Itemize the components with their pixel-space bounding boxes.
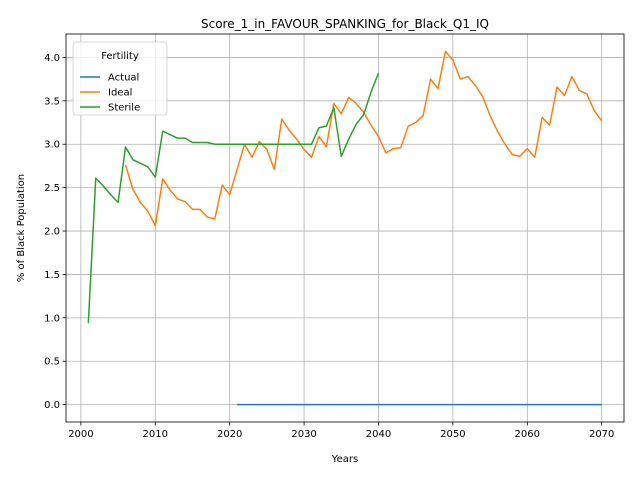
x-axis-ticks: 2000 2010 2020 2030 2040 2050 2060 2070	[68, 422, 614, 440]
y-tick-label: 4.0	[44, 53, 60, 64]
grid	[66, 34, 624, 422]
legend-label-ideal: Ideal	[108, 88, 132, 99]
x-tick-label: 2040	[366, 429, 391, 440]
y-tick-label: 1.0	[44, 313, 60, 324]
x-axis-label: Years	[331, 454, 358, 465]
x-tick-label: 2010	[143, 429, 168, 440]
x-tick-label: 2030	[291, 429, 316, 440]
y-tick-label: 3.0	[44, 140, 60, 151]
y-axis-ticks: 0.0 0.5 1.0 1.5 2.0 2.5 3.0 3.5 4.0	[44, 53, 66, 411]
legend-label-actual: Actual	[108, 73, 139, 84]
x-tick-label: 2070	[589, 429, 614, 440]
legend-title: Fertility	[101, 51, 139, 62]
y-axis-label: % of Black Population	[16, 174, 27, 282]
y-tick-label: 1.5	[44, 270, 60, 281]
chart-title: Score_1_in_FAVOUR_SPANKING_for_Black_Q1_…	[201, 17, 489, 31]
legend-label-sterile: Sterile	[108, 103, 140, 114]
legend-entries: Actual Ideal Sterile	[80, 73, 140, 114]
series-line-ideal	[124, 50, 603, 227]
plot-lines	[87, 50, 603, 406]
legend-box	[72, 41, 168, 116]
x-tick-label: 2060	[515, 429, 540, 440]
x-tick-label: 2050	[440, 429, 465, 440]
axes-frame	[65, 33, 625, 423]
series-line-sterile	[87, 72, 380, 324]
y-tick-label: 0.0	[44, 400, 60, 411]
y-tick-label: 2.0	[44, 227, 60, 238]
y-tick-label: 2.5	[44, 183, 60, 194]
x-tick-label: 2020	[217, 429, 242, 440]
x-tick-label: 2000	[68, 429, 93, 440]
y-tick-label: 0.5	[44, 357, 60, 368]
y-tick-label: 3.5	[44, 96, 60, 107]
legend: Fertility Actual Ideal Sterile	[72, 41, 168, 116]
